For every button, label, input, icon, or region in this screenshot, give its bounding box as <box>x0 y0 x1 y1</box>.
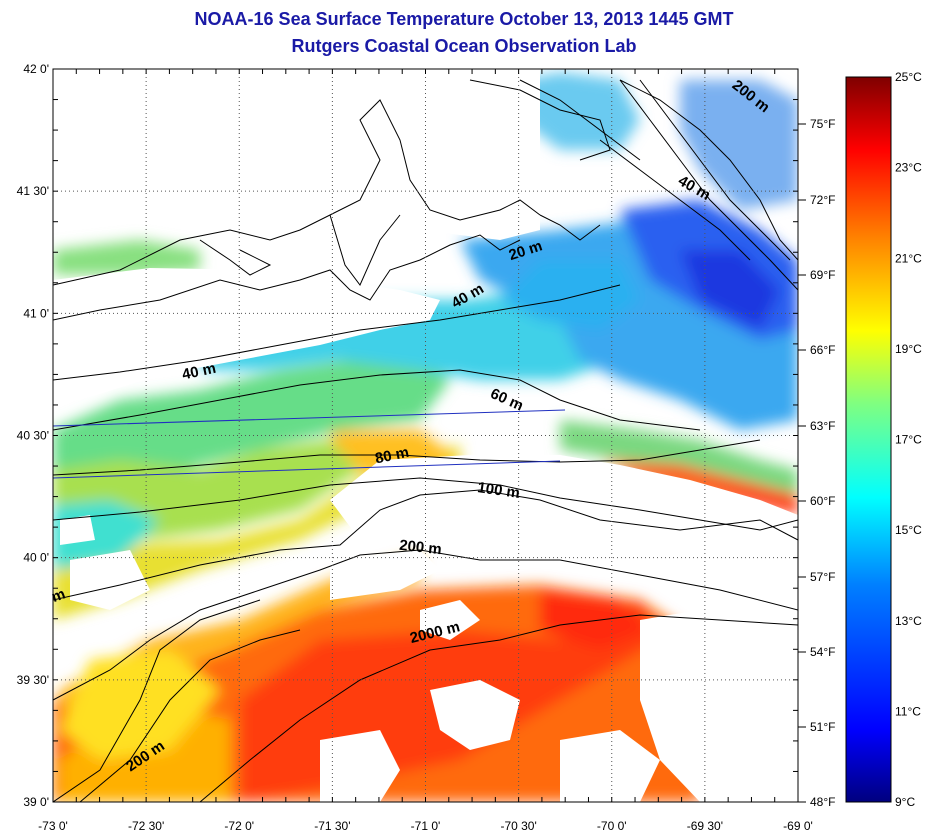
fahrenheit-tick-label: 54°F <box>810 645 835 659</box>
fahrenheit-tick-label: 48°F <box>810 795 835 809</box>
lat-tick-label: 40 30' <box>17 429 49 443</box>
fahrenheit-tick-label: 51°F <box>810 720 835 734</box>
lon-tick-label: -71 0' <box>411 819 441 833</box>
contour-label: 60 m <box>488 385 526 414</box>
colorbar-tick-label: 25°C <box>895 70 922 84</box>
lon-tick-label: -72 0' <box>224 819 254 833</box>
colorbar-tick-label: 17°C <box>895 433 922 447</box>
lat-tick-label: 39 0' <box>23 795 49 809</box>
fahrenheit-tick-label: 60°F <box>810 494 835 508</box>
colorbar-tick-label: 9°C <box>895 795 915 809</box>
colorbar-tick-label: 11°C <box>895 704 921 718</box>
lat-tick-label: 39 30' <box>17 673 49 687</box>
map-subtitle: Rutgers Coastal Ocean Observation Lab <box>291 36 637 56</box>
fahrenheit-tick-label: 63°F <box>810 419 835 433</box>
fahrenheit-tick-label: 57°F <box>810 570 835 584</box>
lat-tick-label: 40 0' <box>23 551 49 565</box>
lon-tick-label: -69 0' <box>783 819 813 833</box>
fahrenheit-tick-label: 69°F <box>810 268 835 282</box>
lon-tick-label: -69 30' <box>687 819 723 833</box>
lon-tick-label: -73 0' <box>38 819 68 833</box>
lat-tick-label: 42 0' <box>23 62 49 76</box>
fahrenheit-tick-label: 66°F <box>810 343 835 357</box>
track-lines <box>53 409 566 479</box>
colorbar-tick-label: 21°C <box>895 251 922 265</box>
contour-label: 80 m <box>374 444 411 468</box>
lon-tick-label: -72 30' <box>128 819 164 833</box>
lon-tick-label: -70 0' <box>597 819 627 833</box>
fahrenheit-tick-label: 72°F <box>810 193 835 207</box>
lon-tick-label: -70 30' <box>500 819 536 833</box>
contour-label: 200 m <box>398 537 442 558</box>
colorbar-tick-label: 23°C <box>895 161 922 175</box>
fahrenheit-tick-label: 75°F <box>810 117 835 131</box>
colorbar <box>845 76 892 803</box>
colorbar-tick-label: 13°C <box>895 614 922 628</box>
lat-tick-label: 41 30' <box>17 184 49 198</box>
lat-tick-label: 41 0' <box>23 306 49 320</box>
contour-label: m <box>49 586 67 607</box>
colorbar-tick-label: 19°C <box>895 342 922 356</box>
lon-tick-label: -71 30' <box>314 819 350 833</box>
colorbar-tick-label: 15°C <box>895 523 922 537</box>
map-title: NOAA-16 Sea Surface Temperature October … <box>194 9 734 29</box>
contour-label: 100 m <box>476 479 520 502</box>
contour-label: 40 m <box>181 360 218 384</box>
coastline <box>53 79 798 321</box>
cloud-mask <box>53 69 798 802</box>
